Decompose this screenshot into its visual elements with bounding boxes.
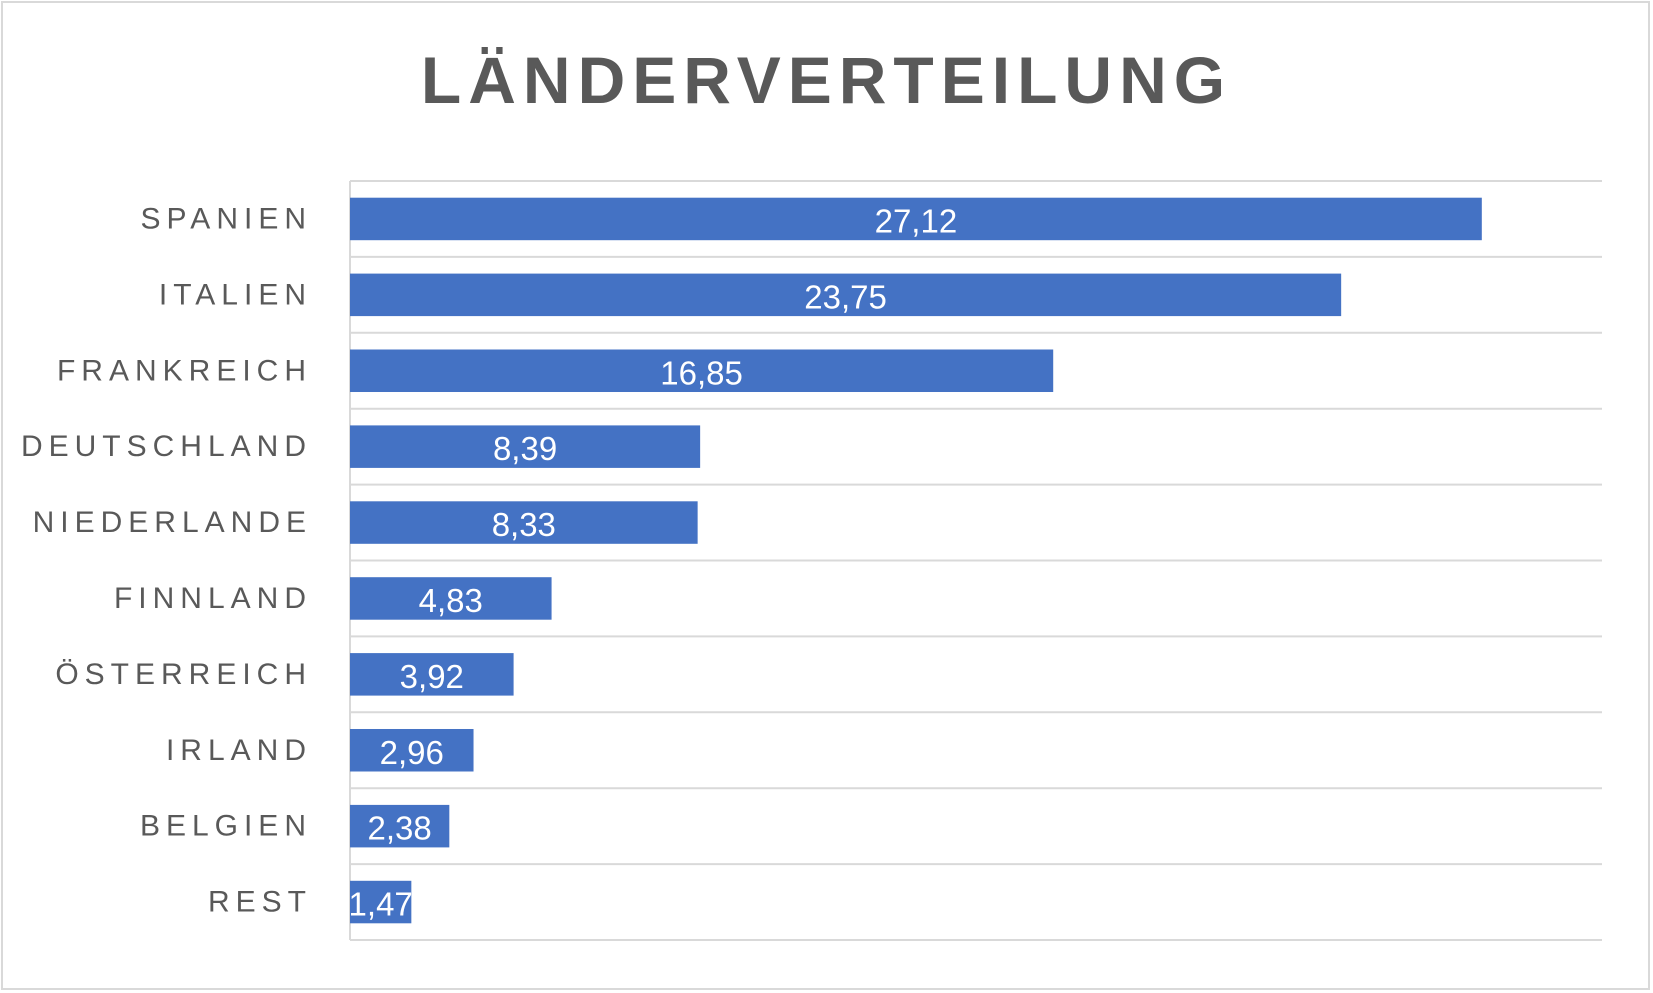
data-label: 2,96 — [380, 734, 444, 771]
data-label: 3,92 — [400, 658, 464, 695]
chart-title: LÄNDERVERTEILUNG — [420, 43, 1233, 117]
bar — [350, 425, 701, 468]
data-label: 23,75 — [804, 278, 887, 315]
gridlines — [349, 180, 1602, 941]
category-label: REST — [208, 886, 312, 919]
data-label: 16,85 — [660, 354, 743, 391]
data-label: 8,33 — [492, 506, 556, 543]
bar — [350, 728, 474, 772]
bar — [350, 501, 698, 544]
category-label: ÖSTERREICH — [55, 658, 312, 691]
category-label: BELGIEN — [140, 810, 312, 843]
bars — [350, 197, 1482, 924]
data-label: 8,39 — [493, 430, 557, 467]
bar — [350, 349, 1054, 393]
category-label: IRLAND — [166, 734, 312, 767]
data-label: 2,38 — [368, 810, 432, 847]
category-labels: SPANIEN ITALIEN FRANKREICH DEUTSCHLAND NIEDE… — [21, 202, 312, 919]
bar — [350, 273, 1342, 317]
category-label: NIEDERLANDE — [33, 506, 312, 539]
data-label: 1,47 — [349, 886, 413, 923]
bar — [350, 653, 514, 696]
bar — [350, 197, 1482, 241]
bar — [350, 880, 412, 924]
bar — [350, 804, 450, 848]
category-label: SPANIEN — [141, 202, 312, 235]
bar — [350, 577, 552, 620]
data-label: 4,83 — [419, 582, 483, 619]
data-label: 27,12 — [875, 202, 958, 239]
category-label: DEUTSCHLAND — [21, 430, 312, 463]
category-label: ITALIEN — [159, 278, 312, 311]
category-label: FRANKREICH — [57, 354, 312, 387]
category-label: FINNLAND — [114, 582, 312, 615]
data-labels: 27,12 23,75 16,85 8,39 8,33 4,83 3,92 2,96 2,38 1… — [349, 202, 958, 922]
